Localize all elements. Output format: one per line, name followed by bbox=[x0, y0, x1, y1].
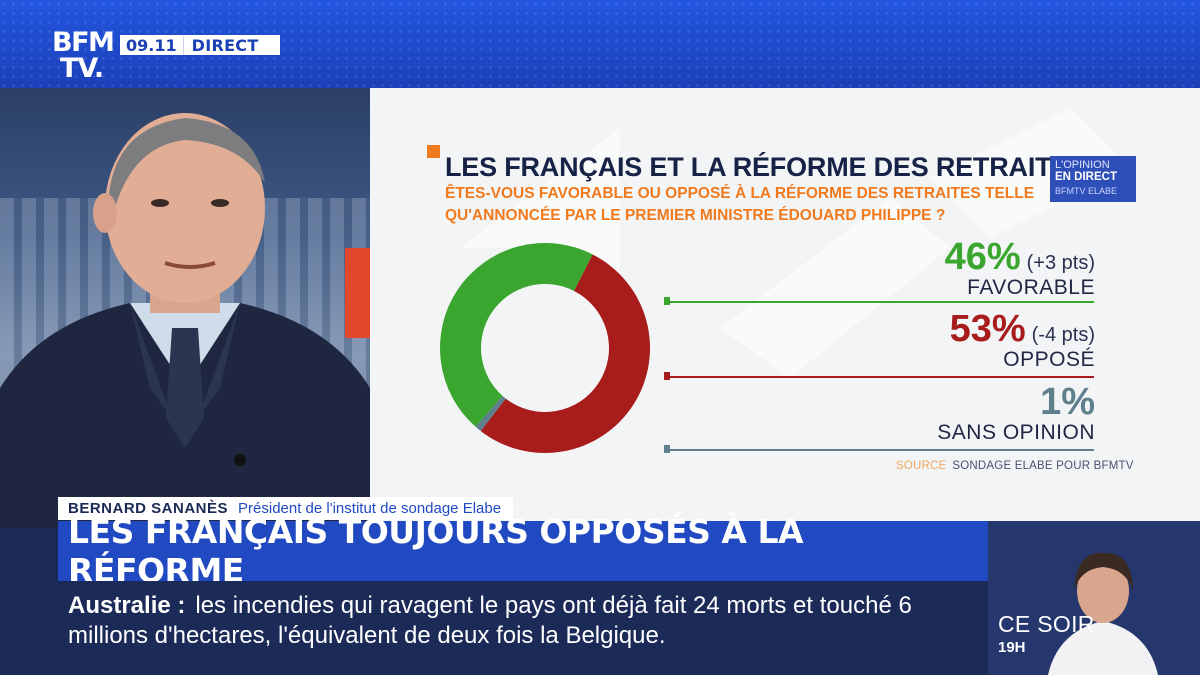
legend-tick-favorable bbox=[664, 297, 670, 305]
stat-favorable: 46% (+3 pts) FAVORABLE bbox=[945, 238, 1095, 300]
ticker-text: les incendies qui ravagent le pays ont d… bbox=[68, 592, 912, 649]
chart-subtitle: ÊTES-VOUS FAVORABLE OU OPPOSÉ À LA RÉFOR… bbox=[445, 185, 1035, 224]
source-label: SOURCE bbox=[896, 460, 947, 472]
donut-slice-oppose bbox=[480, 254, 650, 453]
badge-line-1: L'OPINION bbox=[1055, 159, 1110, 171]
presenter-thumbnail bbox=[988, 521, 1200, 675]
live-label: DIRECT bbox=[191, 35, 259, 55]
donut-slice-favorable bbox=[439, 242, 593, 427]
channel-logo: BFM TV. bbox=[52, 27, 116, 86]
promo-label: CE SOIR bbox=[998, 611, 1095, 637]
value-label-oppose: 53% bbox=[949, 308, 1026, 350]
legend-rule-no-opinion bbox=[664, 445, 1094, 453]
donut-slice-no-opinion bbox=[475, 396, 506, 431]
value-label-favorable: 46% bbox=[944, 236, 1021, 278]
donut-chart bbox=[439, 242, 650, 453]
category-label-favorable: FAVORABLE bbox=[967, 276, 1095, 299]
source-text: SONDAGE ELABE POUR BFMTV bbox=[952, 460, 1134, 472]
guest-role: Président de l'institut de sondage Elabe bbox=[238, 500, 502, 517]
guest-portrait bbox=[0, 113, 370, 528]
promo-time: 19H bbox=[998, 639, 1026, 656]
category-label-no-opinion: SANS OPINION bbox=[937, 421, 1095, 444]
chart-title: LES FRANÇAIS ET LA RÉFORME DES RETRAITES bbox=[445, 152, 1088, 182]
studio-camera-view bbox=[0, 88, 370, 528]
studio-red-panel bbox=[345, 248, 370, 338]
poll-chart-panel: LES FRANÇAIS ET LA RÉFORME DES RETRAITES… bbox=[370, 88, 1200, 528]
change-favorable: (+3 pts) bbox=[1026, 252, 1095, 274]
badge-line-2: EN DIRECT bbox=[1055, 171, 1117, 183]
live-time-box: 09.11 DIRECT bbox=[120, 35, 280, 55]
legend-tick-oppose bbox=[664, 372, 670, 380]
legend-rule-favorable bbox=[664, 297, 1094, 305]
ticker-text-block: Australie : les incendies qui ravagent le… bbox=[68, 591, 968, 651]
stat-oppose: 53% (-4 pts) OPPOSÉ bbox=[950, 310, 1095, 372]
evening-show-promo: CE SOIR 19H bbox=[988, 521, 1200, 675]
value-label-no-opinion: 1% bbox=[1040, 381, 1095, 423]
legend-rule-oppose bbox=[664, 372, 1094, 380]
guest-name-bar: BERNARD SANANÈS Président de l'institut … bbox=[58, 497, 514, 520]
stat-no-opinion: 1% SANS OPINION bbox=[937, 383, 1095, 445]
source-note: SOURCE SONDAGE ELABE POUR BFMTV bbox=[896, 460, 1134, 472]
broadcast-time: 09.11 bbox=[120, 35, 184, 55]
opinion-live-badge: L'OPINION EN DIRECT BFMTV ELABE bbox=[1050, 156, 1136, 202]
legend-tick-no-opinion bbox=[664, 445, 670, 453]
top-banner: BFM TV. 09.11 DIRECT bbox=[0, 0, 1200, 88]
logo-line-1: BFM bbox=[52, 27, 115, 58]
logo-line-2: TV. bbox=[60, 53, 104, 84]
headline-banner: LES FRANÇAIS TOUJOURS OPPOSÉS À LA RÉFOR… bbox=[58, 512, 988, 590]
category-label-oppose: OPPOSÉ bbox=[1003, 348, 1095, 371]
guest-name: BERNARD SANANÈS bbox=[68, 500, 229, 517]
title-accent-square bbox=[427, 145, 440, 158]
donut-hole bbox=[482, 285, 608, 411]
badge-line-3: BFMTV ELABE bbox=[1055, 186, 1118, 196]
ticker-topic: Australie : bbox=[68, 592, 186, 619]
change-oppose: (-4 pts) bbox=[1031, 324, 1095, 346]
